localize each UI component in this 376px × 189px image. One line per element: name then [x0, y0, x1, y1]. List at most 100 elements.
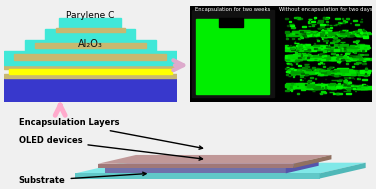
Bar [338, 34, 339, 35]
Bar [314, 32, 316, 33]
Bar [337, 60, 341, 61]
Bar [308, 22, 311, 23]
Text: Encapsulation for two weeks: Encapsulation for two weeks [195, 7, 270, 12]
Bar [343, 56, 346, 58]
Bar [321, 59, 325, 60]
Bar [352, 32, 354, 33]
Bar [332, 93, 335, 94]
Bar [358, 45, 365, 48]
Bar [302, 31, 303, 32]
Bar [298, 72, 300, 74]
Bar [296, 70, 299, 72]
Bar [355, 47, 356, 50]
Bar [314, 87, 323, 89]
Bar [328, 29, 332, 30]
Bar [359, 85, 367, 86]
Bar [333, 41, 337, 42]
Bar [311, 32, 313, 34]
Bar [353, 88, 355, 89]
Bar [305, 34, 315, 35]
Bar [192, 11, 274, 97]
Bar [318, 28, 320, 29]
Bar [343, 73, 355, 74]
Bar [299, 31, 311, 34]
Bar [343, 80, 347, 81]
Bar [346, 48, 355, 50]
Bar [316, 48, 321, 50]
Bar [317, 40, 318, 41]
Bar [325, 55, 329, 58]
Bar [312, 67, 315, 68]
Bar [344, 77, 349, 78]
Bar [303, 32, 315, 34]
Bar [305, 46, 312, 48]
Bar [322, 29, 326, 30]
Bar [302, 56, 305, 58]
Bar [24, 40, 156, 54]
Bar [330, 57, 335, 58]
Bar [302, 70, 310, 71]
Bar [309, 77, 313, 78]
Bar [325, 86, 326, 88]
Bar [308, 56, 320, 58]
Bar [291, 71, 303, 73]
Bar [334, 32, 337, 33]
Bar [332, 32, 337, 35]
Bar [362, 63, 367, 64]
Bar [302, 49, 303, 50]
Bar [359, 70, 370, 73]
Bar [305, 66, 309, 67]
Bar [343, 85, 354, 88]
Bar [290, 48, 294, 50]
Bar [322, 70, 329, 72]
Bar [363, 60, 365, 61]
Bar [304, 32, 309, 34]
Bar [318, 69, 322, 70]
Bar [349, 49, 358, 50]
Bar [361, 33, 367, 35]
Bar [321, 58, 326, 60]
Bar [285, 84, 288, 87]
Bar [348, 70, 353, 72]
Bar [327, 86, 333, 89]
Bar [306, 44, 310, 45]
Bar [318, 73, 331, 74]
Bar [314, 86, 325, 87]
Bar [361, 33, 368, 35]
Bar [286, 38, 288, 39]
Bar [297, 69, 306, 72]
Bar [327, 31, 331, 33]
Bar [337, 57, 349, 58]
Bar [353, 71, 356, 73]
Bar [346, 52, 350, 53]
Polygon shape [105, 168, 286, 173]
Bar [355, 48, 359, 49]
Bar [288, 34, 297, 35]
Bar [351, 77, 353, 78]
Bar [327, 47, 335, 49]
Bar [352, 34, 353, 35]
Bar [303, 54, 310, 57]
Bar [285, 50, 295, 51]
Bar [337, 56, 342, 57]
Bar [308, 81, 311, 82]
Bar [317, 84, 327, 87]
Bar [321, 46, 327, 49]
Bar [350, 72, 355, 73]
Bar [346, 58, 356, 60]
Bar [293, 59, 300, 60]
Bar [345, 84, 347, 87]
Bar [299, 30, 305, 33]
Bar [303, 45, 305, 46]
Bar [320, 74, 323, 75]
Bar [337, 80, 338, 81]
Bar [309, 47, 321, 48]
Bar [359, 47, 370, 48]
Bar [321, 63, 324, 64]
Bar [341, 71, 344, 72]
Bar [356, 56, 360, 57]
Bar [325, 18, 328, 19]
Bar [352, 46, 359, 48]
Bar [300, 79, 302, 80]
Bar [321, 72, 326, 73]
